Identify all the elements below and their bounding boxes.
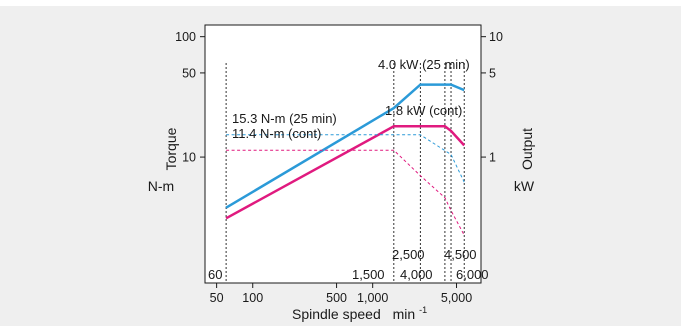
x-tick-label-4: 5,000 [441,291,472,305]
x-tick-label-3: 1,000 [357,291,388,305]
annotation-speed-6000: 6,000 [456,267,489,282]
y2-tick-label-0: 1 [489,151,496,165]
y2-axis-label: Output [519,128,535,170]
y-tick-label-2: 100 [175,30,196,44]
x-axis-unit: min [393,306,416,322]
y-tick-label-1: 50 [182,66,196,80]
x-axis-label-text: Spindle speed [292,306,381,322]
y2-tick-label-2: 10 [489,30,503,44]
annotation-speed-1500: 1,500 [352,267,385,282]
y-axis-label: Torque [163,127,179,170]
y-axis-unit: N-m [148,178,174,194]
annotation-speed-60: 60 [208,267,222,282]
annotation-torque-25min: 15.3 N-m (25 min) [232,111,337,126]
x-axis-unit-exponent: -1 [419,305,427,315]
x-tick-label-1: 100 [242,291,263,305]
series-line-3 [226,149,465,236]
x-tick-label-0: 50 [210,291,224,305]
annotation-output-cont: 1.8 kW (cont) [385,103,462,118]
y2-tick-label-1: 5 [489,66,496,80]
torque-output-chart: 50 100 500 1,000 5,000 10 50 100 1 5 10 Torque N-m… [148,24,535,322]
series-line-1 [225,125,466,220]
chart-panel: 50 100 500 1,000 5,000 10 50 100 1 5 10 Torque N-m… [0,6,681,326]
annotation-speed-4500: 4,500 [444,247,477,262]
annotation-speed-2500: 2,500 [392,247,425,262]
y2-axis-unit: kW [514,178,535,194]
annotation-torque-cont: 11.4 N-m (cont) [232,126,321,141]
x-tick-label-2: 500 [326,291,347,305]
annotation-speed-4000: 4,000 [400,267,433,282]
y-tick-label-0: 10 [182,151,196,165]
series-line-0 [225,83,465,209]
x-axis-label: Spindle speed min -1 [292,305,427,322]
annotation-output-25min: 4.0 kW (25 min) [378,57,470,72]
